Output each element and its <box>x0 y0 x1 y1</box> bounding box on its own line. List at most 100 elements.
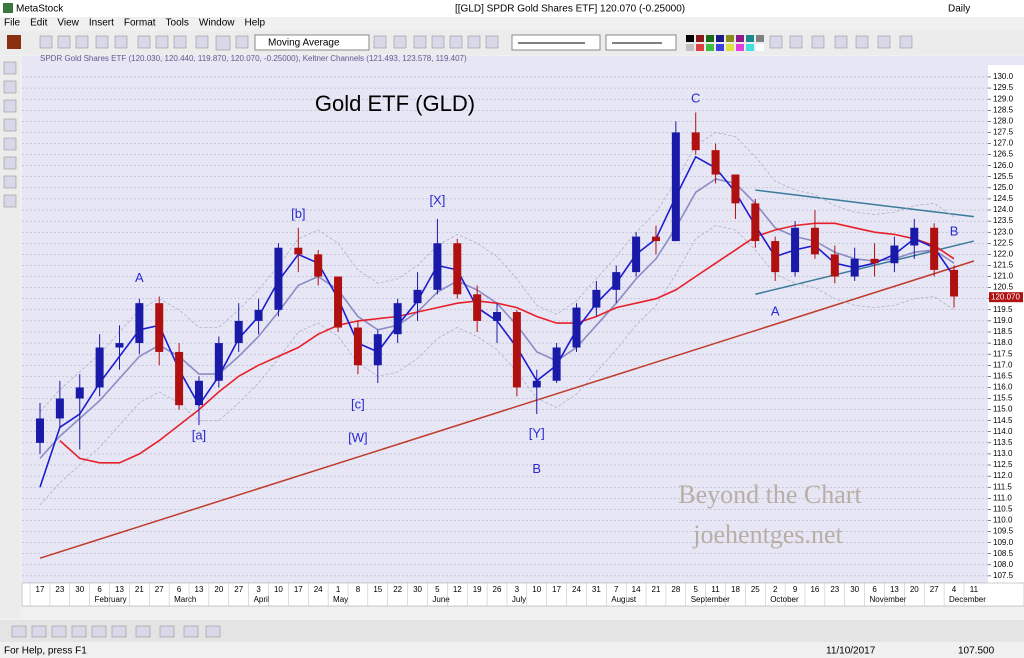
periodicity: Daily <box>948 4 970 15</box>
menu-item[interactable]: Edit <box>30 18 47 29</box>
indicator-line <box>39 131 955 413</box>
tool-button[interactable] <box>39 35 53 49</box>
tool-button[interactable] <box>855 35 869 49</box>
candle-body <box>433 243 442 290</box>
tab-button[interactable] <box>111 625 127 638</box>
y-tick-label: 116.5 <box>993 371 1013 380</box>
tool-button[interactable] <box>3 194 17 208</box>
chart-header-bg <box>22 56 1024 65</box>
tool-button[interactable] <box>431 35 445 49</box>
tab-button[interactable] <box>51 625 67 638</box>
tab-button[interactable] <box>31 625 47 638</box>
candle-body <box>612 272 621 290</box>
menu-item[interactable]: File <box>4 18 21 29</box>
tool-button[interactable] <box>834 35 848 49</box>
tool-button[interactable] <box>75 35 89 49</box>
wave-label: C <box>691 91 700 106</box>
tool-button[interactable] <box>173 35 187 49</box>
tab-button[interactable] <box>11 625 27 638</box>
tab-button[interactable] <box>205 625 221 638</box>
tool-button[interactable] <box>449 35 463 49</box>
tab-bar <box>0 620 1024 642</box>
wave-label: B <box>532 461 541 476</box>
tool-button[interactable] <box>811 35 825 49</box>
tab-button[interactable] <box>135 625 151 638</box>
chart: 107.5 108.0 108.5 109.0 109.5 110.0 110.5 111.0… <box>22 72 1023 606</box>
wave-label: A <box>135 270 144 285</box>
tool-button[interactable] <box>7 35 21 49</box>
y-tick-label: 112.5 <box>993 460 1013 469</box>
tool-button[interactable] <box>769 35 783 49</box>
tab-button[interactable] <box>91 625 107 638</box>
candle-body <box>194 380 203 406</box>
x-tick-label: 23 <box>55 585 64 594</box>
candle-body <box>55 398 64 419</box>
tab-button[interactable] <box>183 625 199 638</box>
menu-item[interactable]: Help <box>244 18 265 29</box>
menu-item[interactable]: Window <box>199 18 235 29</box>
x-tick-label: 10 <box>532 585 541 594</box>
tool-button[interactable] <box>789 35 803 49</box>
tool-button[interactable] <box>3 137 17 151</box>
month-label: December <box>949 595 986 604</box>
tool-button[interactable] <box>95 35 109 49</box>
x-tick-label: 13 <box>890 585 899 594</box>
title-bar <box>0 0 1024 17</box>
candle-body <box>115 343 124 348</box>
candle-body <box>691 132 700 151</box>
candle-body <box>274 247 283 310</box>
indicator-dropdown[interactable] <box>254 34 370 51</box>
candle-body <box>135 303 144 344</box>
tool-button[interactable] <box>195 35 209 49</box>
tool-button[interactable] <box>235 35 249 49</box>
tool-button[interactable] <box>3 118 17 132</box>
menu-item[interactable]: View <box>57 18 79 29</box>
candle-body <box>413 289 422 304</box>
wave-label: [a] <box>192 428 206 443</box>
tool-button[interactable] <box>3 99 17 113</box>
x-tick-label: 6 <box>177 585 182 594</box>
tool-button[interactable] <box>215 35 231 51</box>
menu-item[interactable]: Format <box>124 18 156 29</box>
x-tick-label: 25 <box>751 585 760 594</box>
tab-button[interactable] <box>71 625 87 638</box>
tool-button[interactable] <box>373 35 387 49</box>
tool-button[interactable] <box>413 35 427 49</box>
tool-button[interactable] <box>3 61 17 75</box>
wave-label: [b] <box>291 206 305 221</box>
month-label: March <box>174 595 196 604</box>
wave-label: [Y] <box>529 425 545 440</box>
month-label: May <box>333 595 348 604</box>
x-tick-label: 20 <box>910 585 919 594</box>
candle-body <box>552 347 561 381</box>
tool-button[interactable] <box>393 35 407 49</box>
y-tick-label: 115.5 <box>993 394 1013 403</box>
tool-button[interactable] <box>467 35 481 49</box>
tool-button[interactable] <box>3 80 17 94</box>
y-tick-label: 110.0 <box>993 516 1013 525</box>
menu-item[interactable]: Insert <box>89 18 114 29</box>
y-tick-label: 118.5 <box>993 327 1013 336</box>
y-tick-label: 111.0 <box>993 493 1012 502</box>
tool-button[interactable] <box>3 175 17 189</box>
y-tick-label: 107.5 <box>993 571 1014 580</box>
candle-body <box>791 227 800 273</box>
tool-button[interactable] <box>899 35 913 49</box>
tool-button[interactable] <box>57 35 71 49</box>
month-label: August <box>611 595 637 604</box>
candle-body <box>234 320 243 344</box>
candle-body <box>810 227 819 255</box>
tool-button[interactable] <box>485 35 499 49</box>
tool-button[interactable] <box>114 35 128 49</box>
tool-button[interactable] <box>155 35 169 49</box>
x-tick-label: 30 <box>413 585 422 594</box>
tool-button[interactable] <box>877 35 891 49</box>
candle-body <box>850 258 859 277</box>
menu-item[interactable]: Tools <box>166 18 189 29</box>
tool-button[interactable] <box>3 156 17 170</box>
tab-button[interactable] <box>159 625 175 638</box>
y-tick-label: 111.5 <box>993 482 1012 491</box>
tool-button[interactable] <box>137 35 151 49</box>
y-tick-label: 121.5 <box>993 261 1014 270</box>
x-tick-label: 13 <box>115 585 124 594</box>
